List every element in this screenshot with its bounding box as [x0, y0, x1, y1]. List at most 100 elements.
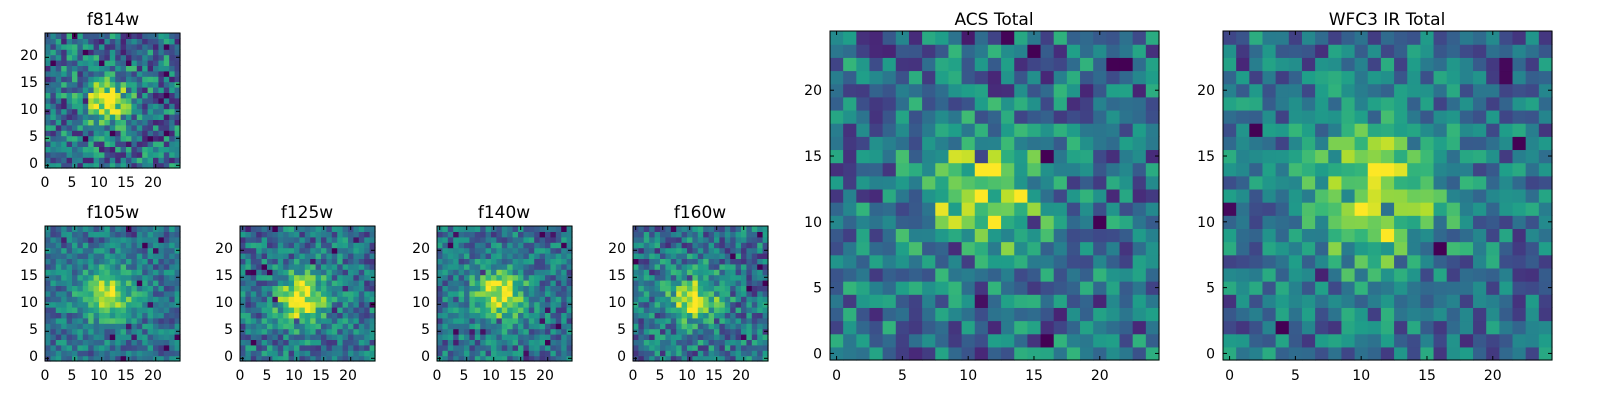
heatmap-cell [1446, 70, 1461, 85]
heatmap-cell [245, 226, 252, 232]
heatmap-cell [158, 162, 165, 169]
heatmap-cell [299, 301, 306, 308]
heatmap-cell [1341, 136, 1356, 151]
heatmap-cell [115, 103, 122, 110]
heatmap-cell [724, 253, 731, 259]
heatmap-cell [45, 280, 51, 286]
heatmap-cell [1341, 44, 1356, 58]
heatmap-cell [528, 242, 535, 249]
heatmap-cell [638, 323, 645, 330]
heatmap-cell [1473, 307, 1487, 322]
heatmap-cell [1066, 254, 1081, 269]
heatmap-cell [447, 258, 454, 265]
heatmap-cell [1473, 96, 1487, 111]
heatmap-cell [555, 301, 562, 308]
heatmap-cell [762, 323, 769, 330]
heatmap-cell [974, 188, 989, 203]
heatmap-cell [1275, 44, 1290, 58]
heatmap-cell [369, 339, 376, 346]
heatmap-cell [687, 296, 693, 303]
heatmap-cell [550, 317, 557, 324]
heatmap-cell [649, 285, 656, 292]
heatmap-cell [72, 344, 78, 351]
heatmap-cell [272, 242, 279, 249]
heatmap-cell [93, 70, 100, 77]
heatmap-cell [1053, 307, 1068, 322]
heatmap-cell [55, 247, 62, 254]
heatmap-cell [72, 301, 78, 308]
heatmap-cell [665, 323, 672, 330]
heatmap-cell [856, 202, 871, 216]
heatmap-cell [142, 162, 149, 169]
heatmap-cell [169, 269, 176, 276]
heatmap-cell [1288, 57, 1303, 72]
heatmap-cell [746, 236, 753, 243]
heatmap-cell [99, 334, 105, 340]
heatmap-cell [555, 355, 562, 362]
heatmap-cell [1145, 162, 1160, 177]
x-tick-label-acs-total-10: 10 [959, 368, 977, 384]
heatmap-cell [654, 285, 661, 292]
heatmap-cell [299, 355, 306, 362]
heatmap-cell [555, 290, 562, 297]
heatmap-cell [643, 350, 650, 357]
heatmap-cell [321, 334, 327, 340]
heatmap-cell [142, 296, 149, 303]
heatmap-cell [681, 274, 688, 281]
heatmap-cell [442, 307, 449, 313]
heatmap-cell [453, 344, 460, 351]
heatmap-cell [1433, 320, 1448, 335]
heatmap-cell [115, 43, 122, 50]
heatmap-cell [703, 242, 710, 249]
heatmap-cell [1001, 188, 1015, 203]
heatmap-cell [1525, 346, 1540, 361]
x-tick-label-f125w-20: 20 [339, 368, 357, 384]
heatmap-cell [331, 355, 338, 362]
heatmap-cell [830, 215, 844, 229]
heatmap-cell [358, 334, 365, 340]
heatmap-cell [326, 339, 333, 346]
heatmap-cell [757, 350, 764, 357]
heatmap-cell [485, 269, 492, 276]
heatmap-cell [1145, 294, 1160, 308]
heatmap-cell [501, 344, 508, 351]
heatmap-cell [724, 323, 731, 330]
heatmap-cell [922, 31, 936, 45]
heatmap-cell [364, 274, 371, 281]
heatmap-cell [109, 258, 116, 265]
heatmap-cell [1080, 346, 1094, 361]
heatmap-cell [66, 162, 73, 169]
heatmap-cell [1394, 267, 1408, 282]
heatmap-cell [77, 124, 84, 131]
heatmap-cell [1053, 149, 1068, 164]
heatmap-cell [272, 323, 279, 330]
heatmap-cell [126, 70, 132, 77]
heatmap-cell [261, 253, 268, 259]
heatmap-cell [256, 339, 263, 346]
heatmap-cell [730, 247, 737, 254]
heatmap-cell [1459, 281, 1474, 295]
heatmap-cell [654, 296, 661, 303]
heatmap-cell [1275, 109, 1290, 124]
heatmap-cell [50, 328, 57, 335]
heatmap-cell [99, 307, 105, 313]
heatmap-cell [895, 281, 910, 295]
heatmap-cell [1341, 57, 1356, 72]
heatmap-cell [724, 242, 731, 249]
heatmap-cell [109, 247, 116, 254]
heatmap-cell [437, 263, 443, 270]
heatmap-cell [464, 307, 470, 313]
heatmap-cell [88, 65, 95, 72]
heatmap-cell [250, 258, 257, 265]
heatmap-cell [708, 339, 715, 346]
heatmap-cell [757, 328, 764, 335]
heatmap-cell [464, 312, 470, 319]
heatmap-cell [469, 334, 476, 340]
heatmap-cell [353, 231, 360, 238]
heatmap-cell [55, 226, 62, 232]
heatmap-cell [61, 344, 68, 351]
heatmap-cell [869, 136, 884, 151]
heatmap-cell [120, 344, 127, 351]
heatmap-cell [882, 31, 897, 45]
heatmap-cell [1525, 294, 1540, 308]
